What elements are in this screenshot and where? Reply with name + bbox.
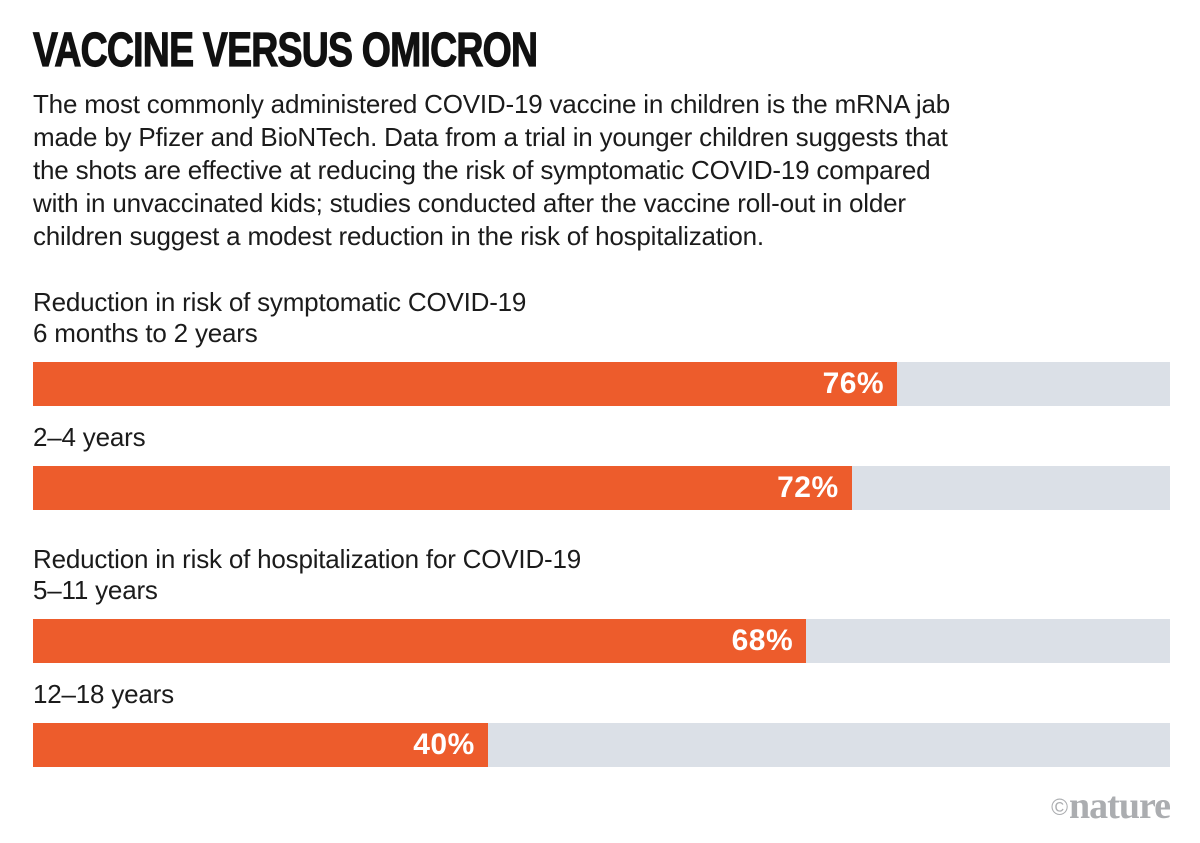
figure-title: VACCINE VERSUS OMICRON <box>33 24 539 77</box>
bar-value: 76% <box>822 367 885 400</box>
bar-track: 68% <box>33 619 1170 663</box>
bar-label: 6 months to 2 years <box>33 318 258 348</box>
bar-track: 76% <box>33 362 1170 406</box>
copyright-icon: © <box>1051 794 1069 820</box>
bar-track: 40% <box>33 723 1170 767</box>
credit: ©nature <box>33 787 1171 831</box>
bar-group: Reduction in risk of hospitalization for… <box>33 544 1170 767</box>
bar-fill: 72% <box>33 466 852 510</box>
bar-label: 12–18 years <box>33 679 174 709</box>
bar-label: 5–11 years <box>33 575 158 605</box>
figure-intro: The most commonly administered COVID-19 … <box>33 88 1170 253</box>
nature-logo: nature <box>1069 785 1171 827</box>
bar-chart: Reduction in risk of symptomatic COVID-1… <box>33 287 1170 767</box>
bar-fill: 40% <box>33 723 488 767</box>
bar-group: Reduction in risk of symptomatic COVID-1… <box>33 287 1170 510</box>
intro-line: children suggest a modest reduction in t… <box>33 221 764 251</box>
bar-label: 2–4 years <box>33 422 146 452</box>
group-heading: Reduction in risk of hospitalization for… <box>33 544 582 574</box>
intro-line: The most commonly administered COVID-19 … <box>33 89 951 119</box>
intro-line: made by Pfizer and BioNTech. Data from a… <box>33 122 948 152</box>
bar-track: 72% <box>33 466 1170 510</box>
bar-value: 68% <box>731 624 794 657</box>
bar-fill: 68% <box>33 619 807 663</box>
group-heading: Reduction in risk of symptomatic COVID-1… <box>33 287 527 317</box>
bar-value: 40% <box>413 728 475 761</box>
bar-value: 72% <box>777 471 839 504</box>
intro-line: with in unvaccinated kids; studies condu… <box>33 188 906 218</box>
intro-line: the shots are effective at reducing the … <box>33 155 931 185</box>
bar-fill: 76% <box>33 362 898 406</box>
